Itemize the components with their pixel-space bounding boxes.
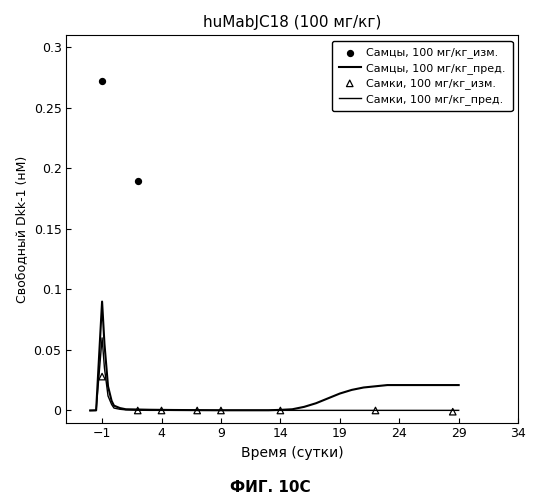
Самцы, 100 мг/кг_пред.: [408, 382, 414, 388]
Самцы, 100 мг/кг_пред.: [337, 390, 343, 396]
Самцы, 100 мг/кг_пред.: [360, 384, 367, 390]
Line: Самцы, 100 мг/кг_пред.: Самцы, 100 мг/кг_пред.: [90, 302, 459, 410]
Самцы, 100 мг/кг_пред.: [277, 407, 283, 413]
Самцы, 100 мг/кг_пред.: [123, 406, 129, 412]
Самцы, 100 мг/кг_пред.: [93, 408, 100, 414]
Самки, 100 мг/кг_пред.: [108, 402, 115, 407]
Самки, 100 мг/кг_пред.: [147, 408, 153, 414]
Самки, 100 мг/кг_пред.: [135, 407, 141, 413]
Y-axis label: Свободный Dkk-1 (нМ): Свободный Dkk-1 (нМ): [15, 156, 28, 302]
Самцы, 100 мг/кг_пред.: [194, 407, 200, 413]
Самки, 100 мг/кг_пред.: [159, 408, 165, 414]
Самцы, 100 мг/кг_пред.: [99, 298, 105, 304]
Самки, 100 мг/кг_изм.: [448, 408, 457, 416]
Line: Самки, 100 мг/кг_пред.: Самки, 100 мг/кг_пред.: [90, 338, 459, 410]
Самки, 100 мг/кг_изм.: [134, 406, 142, 414]
Самки, 100 мг/кг_пред.: [408, 408, 414, 414]
Самцы, 100 мг/кг_пред.: [147, 407, 153, 413]
Самки, 100 мг/кг_пред.: [93, 408, 100, 414]
Самцы, 100 мг/кг_пред.: [420, 382, 426, 388]
Самцы, 100 мг/кг_пред.: [432, 382, 438, 388]
Самки, 100 мг/кг_пред.: [360, 408, 367, 414]
Самки, 100 мг/кг_пред.: [241, 408, 248, 414]
Самцы, 100 мг/кг_пред.: [372, 384, 379, 390]
Самки, 100 мг/кг_пред.: [170, 408, 177, 414]
Самцы, 100 мг/кг_пред.: [456, 382, 462, 388]
Title: huMabJC18 (100 мг/кг): huMabJC18 (100 мг/кг): [203, 15, 381, 30]
Самцы, 100 мг/кг_пред.: [396, 382, 403, 388]
Самки, 100 мг/кг_пред.: [348, 408, 355, 414]
Legend: Самцы, 100 мг/кг_изм., Самцы, 100 мг/кг_пред., Самки, 100 мг/кг_изм., Самки, 100: Самцы, 100 мг/кг_изм., Самцы, 100 мг/кг_…: [332, 41, 512, 111]
Самки, 100 мг/кг_пред.: [194, 408, 200, 414]
Самки, 100 мг/кг_пред.: [432, 408, 438, 414]
Самцы, 100 мг/кг_пред.: [348, 387, 355, 393]
Самцы, 100 мг/кг_пред.: [217, 407, 224, 413]
Самки, 100 мг/кг_изм.: [276, 406, 285, 414]
Самки, 100 мг/кг_пред.: [384, 408, 391, 414]
Самки, 100 мг/кг_пред.: [313, 408, 319, 414]
Самки, 100 мг/кг_пред.: [325, 408, 331, 414]
Самки, 100 мг/кг_пред.: [277, 408, 283, 414]
Самки, 100 мг/кг_изм.: [193, 406, 201, 414]
Самцы, 100 мг/кг_пред.: [159, 407, 165, 413]
Самки, 100 мг/кг_пред.: [217, 408, 224, 414]
Самки, 100 мг/кг_изм.: [371, 406, 380, 414]
Text: ФИГ. 10С: ФИГ. 10С: [230, 480, 311, 495]
Самки, 100 мг/кг_пред.: [289, 408, 295, 414]
Самки, 100 мг/кг_пред.: [444, 408, 450, 414]
Самцы, 100 мг/кг_пред.: [265, 407, 272, 413]
Самки, 100 мг/кг_изм.: [98, 372, 107, 380]
Самки, 100 мг/кг_пред.: [117, 406, 123, 412]
Самки, 100 мг/кг_пред.: [105, 393, 111, 399]
Самцы, 100 мг/кг_пред.: [170, 407, 177, 413]
Самки, 100 мг/кг_пред.: [265, 408, 272, 414]
Самки, 100 мг/кг_пред.: [99, 335, 105, 341]
Самцы, 100 мг/кг_пред.: [101, 341, 108, 347]
Самки, 100 мг/кг_пред.: [101, 365, 108, 371]
Самки, 100 мг/кг_пред.: [301, 408, 307, 414]
Самцы, 100 мг/кг_пред.: [117, 405, 123, 411]
Самки, 100 мг/кг_пред.: [372, 408, 379, 414]
Самки, 100 мг/кг_пред.: [396, 408, 403, 414]
Самцы, 100 мг/кг_пред.: [111, 402, 117, 408]
Самки, 100 мг/кг_пред.: [123, 407, 129, 413]
Самки, 100 мг/кг_пред.: [456, 408, 462, 414]
X-axis label: Время (сутки): Время (сутки): [241, 446, 344, 460]
Самцы, 100 мг/кг_пред.: [289, 406, 295, 412]
Самки, 100 мг/кг_пред.: [111, 405, 117, 411]
Самцы, 100 мг/кг_пред.: [105, 384, 111, 390]
Самки, 100 мг/кг_пред.: [420, 408, 426, 414]
Самки, 100 мг/кг_изм.: [216, 406, 225, 414]
Самки, 100 мг/кг_пред.: [87, 408, 94, 414]
Самцы, 100 мг/кг_пред.: [241, 407, 248, 413]
Самцы, 100 мг/кг_изм.: [134, 176, 142, 184]
Самцы, 100 мг/кг_пред.: [384, 382, 391, 388]
Самки, 100 мг/кг_пред.: [337, 408, 343, 414]
Самцы, 100 мг/кг_пред.: [301, 404, 307, 410]
Самцы, 100 мг/кг_пред.: [87, 408, 94, 414]
Самцы, 100 мг/кг_изм.: [98, 78, 107, 86]
Самцы, 100 мг/кг_пред.: [108, 398, 115, 404]
Самцы, 100 мг/кг_пред.: [313, 400, 319, 406]
Самки, 100 мг/кг_изм.: [157, 406, 166, 414]
Самцы, 100 мг/кг_пред.: [135, 406, 141, 412]
Самцы, 100 мг/кг_пред.: [444, 382, 450, 388]
Самцы, 100 мг/кг_пред.: [325, 396, 331, 402]
